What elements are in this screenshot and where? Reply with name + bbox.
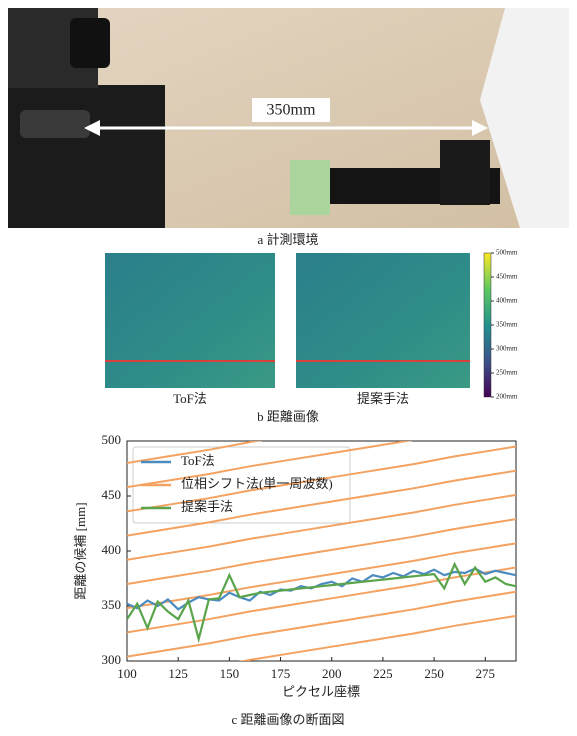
depth-image — [296, 253, 470, 388]
colorbar — [484, 253, 491, 397]
legend-label: ToF法 — [181, 453, 215, 468]
x-tick-label: 100 — [117, 666, 137, 681]
x-axis-label: ピクセル座標 — [282, 684, 360, 699]
candidate-line — [127, 568, 516, 633]
colorbar-tick-label: 250mm — [496, 369, 518, 377]
colorbar-tick-label: 450mm — [496, 273, 518, 281]
colorbar-tick-label: 350mm — [496, 321, 518, 329]
colorbar-tick-label: 300mm — [496, 345, 518, 353]
y-tick-label: 500 — [102, 432, 122, 447]
x-tick-label: 175 — [271, 666, 291, 681]
colorbar-tick-label: 400mm — [496, 297, 518, 305]
image-label: ToF法 — [173, 391, 207, 406]
distance-label: 350mm — [267, 102, 316, 119]
x-tick-label: 200 — [322, 666, 342, 681]
colorbar-tick-label: 200mm — [496, 393, 518, 401]
legend-label: 提案手法 — [181, 499, 233, 514]
depth-image — [105, 253, 275, 388]
caption: b 距離画像 — [257, 409, 319, 424]
y-tick-label: 350 — [102, 597, 122, 612]
colorbar-tick-label: 500mm — [496, 249, 518, 257]
y-tick-label: 400 — [102, 542, 122, 557]
x-tick-label: 125 — [168, 666, 188, 681]
x-tick-label: 250 — [424, 666, 444, 681]
caption: a 計測環境 — [257, 232, 318, 247]
legend-label: 位相シフト法(単一周波数) — [181, 476, 333, 491]
y-tick-label: 300 — [102, 652, 122, 667]
y-tick-label: 450 — [102, 487, 122, 502]
x-tick-label: 150 — [220, 666, 240, 681]
image-label: 提案手法 — [357, 391, 409, 406]
figure: 350mm a 計測環境 ToF法 提案手法 b 距離画像 距離の候補 [mm]… — [0, 0, 577, 731]
x-tick-label: 225 — [373, 666, 393, 681]
y-axis-label: 距離の候補 [mm] — [73, 502, 88, 599]
caption: c 距離画像の断面図 — [231, 712, 344, 727]
candidate-line — [127, 543, 516, 608]
candidate-line — [127, 592, 516, 657]
candidate-line — [127, 519, 516, 584]
x-tick-label: 275 — [476, 666, 496, 681]
